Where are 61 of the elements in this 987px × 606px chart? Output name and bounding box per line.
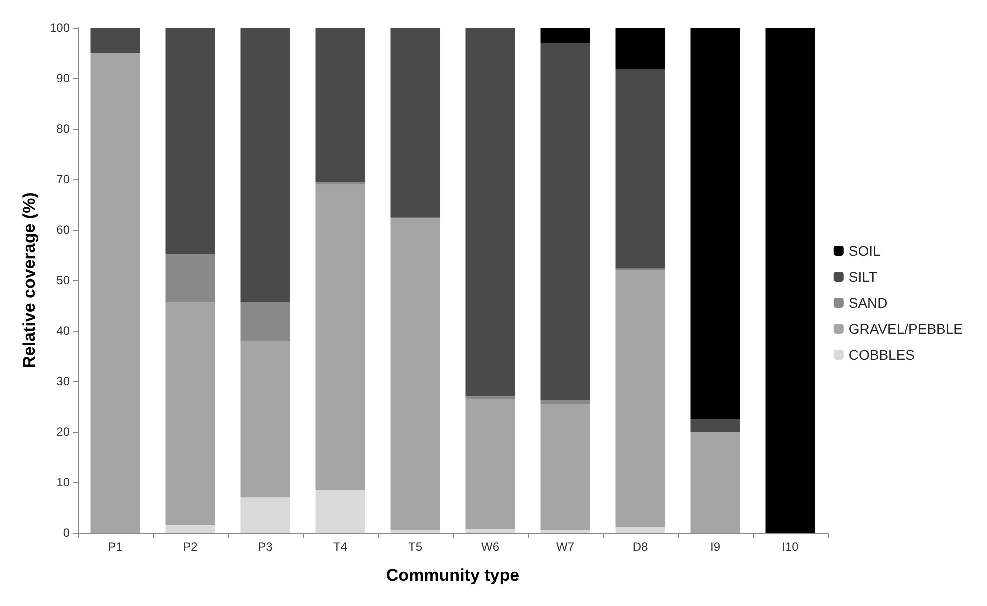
bar	[616, 526, 666, 533]
bar	[240, 498, 290, 533]
legend-label: COBBLES	[848, 347, 916, 363]
bar	[240, 341, 290, 498]
bar	[316, 184, 366, 490]
y-tick-label: 60	[56, 223, 70, 237]
bar	[690, 432, 740, 533]
y-tick-label: 90	[56, 72, 70, 86]
bar	[540, 530, 590, 533]
legend-label: SILT	[848, 269, 878, 285]
bar	[316, 490, 366, 533]
x-tick-label: D8	[632, 540, 648, 554]
y-tick-label: 30	[56, 374, 70, 388]
x-tick-label: W7	[556, 540, 575, 554]
bar	[766, 28, 816, 533]
bar	[166, 28, 216, 254]
bar	[466, 396, 516, 400]
bar	[390, 218, 440, 530]
bar	[166, 254, 216, 302]
bar	[616, 270, 666, 527]
legend-label: SOIL	[848, 243, 881, 259]
y-tick-label: 20	[56, 425, 70, 439]
x-tick-label: P2	[183, 540, 198, 554]
bar	[690, 419, 740, 432]
bar	[540, 404, 590, 530]
bar	[166, 525, 216, 533]
bar	[466, 529, 516, 533]
bar	[90, 28, 140, 54]
legend-label: GRAVEL/PEBBLE	[848, 321, 964, 337]
y-tick-label: 80	[56, 122, 70, 136]
x-tick-label: P3	[258, 540, 274, 554]
x-tick-label: I10	[782, 540, 800, 554]
bar	[316, 28, 366, 183]
y-axis-title: Relative coverage (%)	[20, 192, 39, 368]
bar	[240, 28, 290, 303]
bar	[690, 28, 740, 420]
x-tick-label: T5	[408, 540, 423, 554]
x-tick-label: I9	[710, 540, 721, 554]
x-tick-label: P1	[108, 540, 124, 554]
bar	[616, 69, 666, 269]
bar	[540, 400, 590, 404]
x-axis-title: Community type	[386, 566, 520, 585]
legend-label: SAND	[848, 295, 888, 311]
bar	[466, 399, 516, 530]
y-tick-label: 0	[63, 526, 70, 540]
x-tick-label: W6	[482, 540, 500, 554]
y-tick-label: 100	[50, 21, 70, 35]
bar	[540, 43, 590, 401]
x-tick-label: T4	[333, 540, 348, 554]
bar	[390, 28, 440, 218]
bar	[466, 28, 516, 397]
y-tick-label: 10	[56, 476, 70, 490]
y-tick-label: 70	[56, 172, 70, 186]
y-tick-label: 40	[56, 324, 70, 338]
bar	[540, 28, 590, 44]
bar	[90, 53, 140, 533]
bar	[616, 28, 666, 70]
bar	[390, 530, 440, 533]
bar	[240, 302, 290, 342]
bar	[166, 302, 216, 526]
y-tick-label: 50	[56, 274, 70, 288]
